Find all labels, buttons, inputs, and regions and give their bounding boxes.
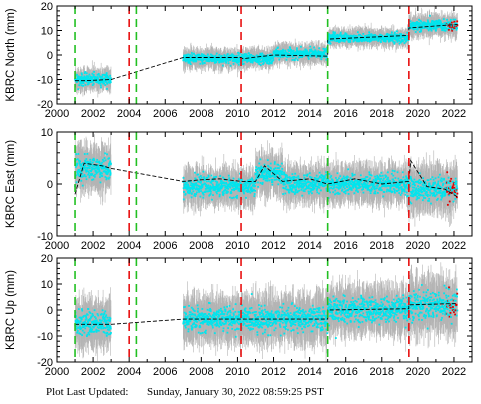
x-tick-label: 2012 [261,108,285,120]
footer-label: Plot Last Updated: [46,386,129,398]
y-tick-label: -10 [37,331,53,343]
panel-2: 2000 2002 2004 2006 2008 2010 2012 2014 2016 2018… [5,127,473,252]
x-tick-label: 2002 [81,108,105,120]
x-tick-label: 2020 [406,366,430,378]
x-tick-label: 2016 [333,366,357,378]
x-tick-label: 2012 [261,240,285,252]
y-tick-label: -10 [37,75,53,87]
y-tick-label: -20 [37,357,53,369]
y-tick-label: 0 [47,305,53,317]
data-points [74,152,459,206]
y-tick-label: 0 [47,179,53,191]
panel-3: 2000 2002 2004 2006 2008 2010 2012 2014 2016 2018… [5,253,473,378]
x-tick-label: 2002 [81,366,105,378]
plot-area [74,132,459,227]
x-tick-label: 2008 [189,108,213,120]
x-tick-label: 2018 [370,108,394,120]
y-tick-label: 10 [41,26,53,38]
x-tick-label: 2008 [189,240,213,252]
y-tick-label: -10 [37,231,53,243]
panel-1: 2000 2002 2004 2006 2008 2010 2012 2014 2016 2018… [5,1,473,120]
x-tick-label: 2018 [370,366,394,378]
x-tick-label: 2022 [442,366,466,378]
x-tick-label: 2020 [406,108,430,120]
x-tick-label: 2018 [370,240,394,252]
model-line [74,159,458,198]
x-tick-label: 2014 [297,240,321,252]
y-axis-label: KBRC North (mm) [5,8,17,101]
x-tick-label: 2008 [189,366,213,378]
x-tick-label: 2022 [442,108,466,120]
x-tick-label: 2010 [225,240,249,252]
error-bars [74,132,458,227]
error-bars [74,6,458,98]
y-tick-label: 10 [41,127,53,139]
x-tick-label: 2004 [117,366,141,378]
x-tick-label: 2016 [333,108,357,120]
y-tick-label: 20 [41,253,53,265]
x-tick-label: 2000 [45,240,69,252]
x-tick-label: 2000 [45,366,69,378]
x-tick-label: 2002 [81,240,105,252]
y-axis-label: KBRC Up (mm) [5,270,17,350]
x-tick-label: 2022 [442,240,466,252]
x-tick-label: 2006 [153,240,177,252]
x-tick-label: 2020 [406,240,430,252]
model-line [75,303,458,325]
y-tick-label: 10 [41,279,53,291]
y-axis-label: KBRC East (mm) [5,140,17,228]
plot-area [74,6,459,98]
x-tick-label: 2004 [117,108,141,120]
x-tick-label: 2010 [225,108,249,120]
y-tick-label: 0 [47,50,53,62]
x-tick-label: 2004 [117,240,141,252]
x-tick-label: 2006 [153,108,177,120]
x-tick-label: 2006 [153,366,177,378]
y-tick-label: 20 [41,1,53,13]
footer-timestamp: Sunday, January 30, 2022 08:59:25 PST [147,386,324,398]
x-tick-label: 2016 [333,240,357,252]
x-tick-label: 2000 [45,108,69,120]
x-tick-label: 2014 [297,366,321,378]
y-tick-label: -20 [37,99,53,111]
x-tick-label: 2012 [261,366,285,378]
x-tick-label: 2010 [225,366,249,378]
gps-timeseries-figure: 2000 2002 2004 2006 2008 2010 2012 2014 2016 2018… [5,1,473,378]
x-tick-label: 2014 [297,108,321,120]
plot-area [74,262,459,362]
